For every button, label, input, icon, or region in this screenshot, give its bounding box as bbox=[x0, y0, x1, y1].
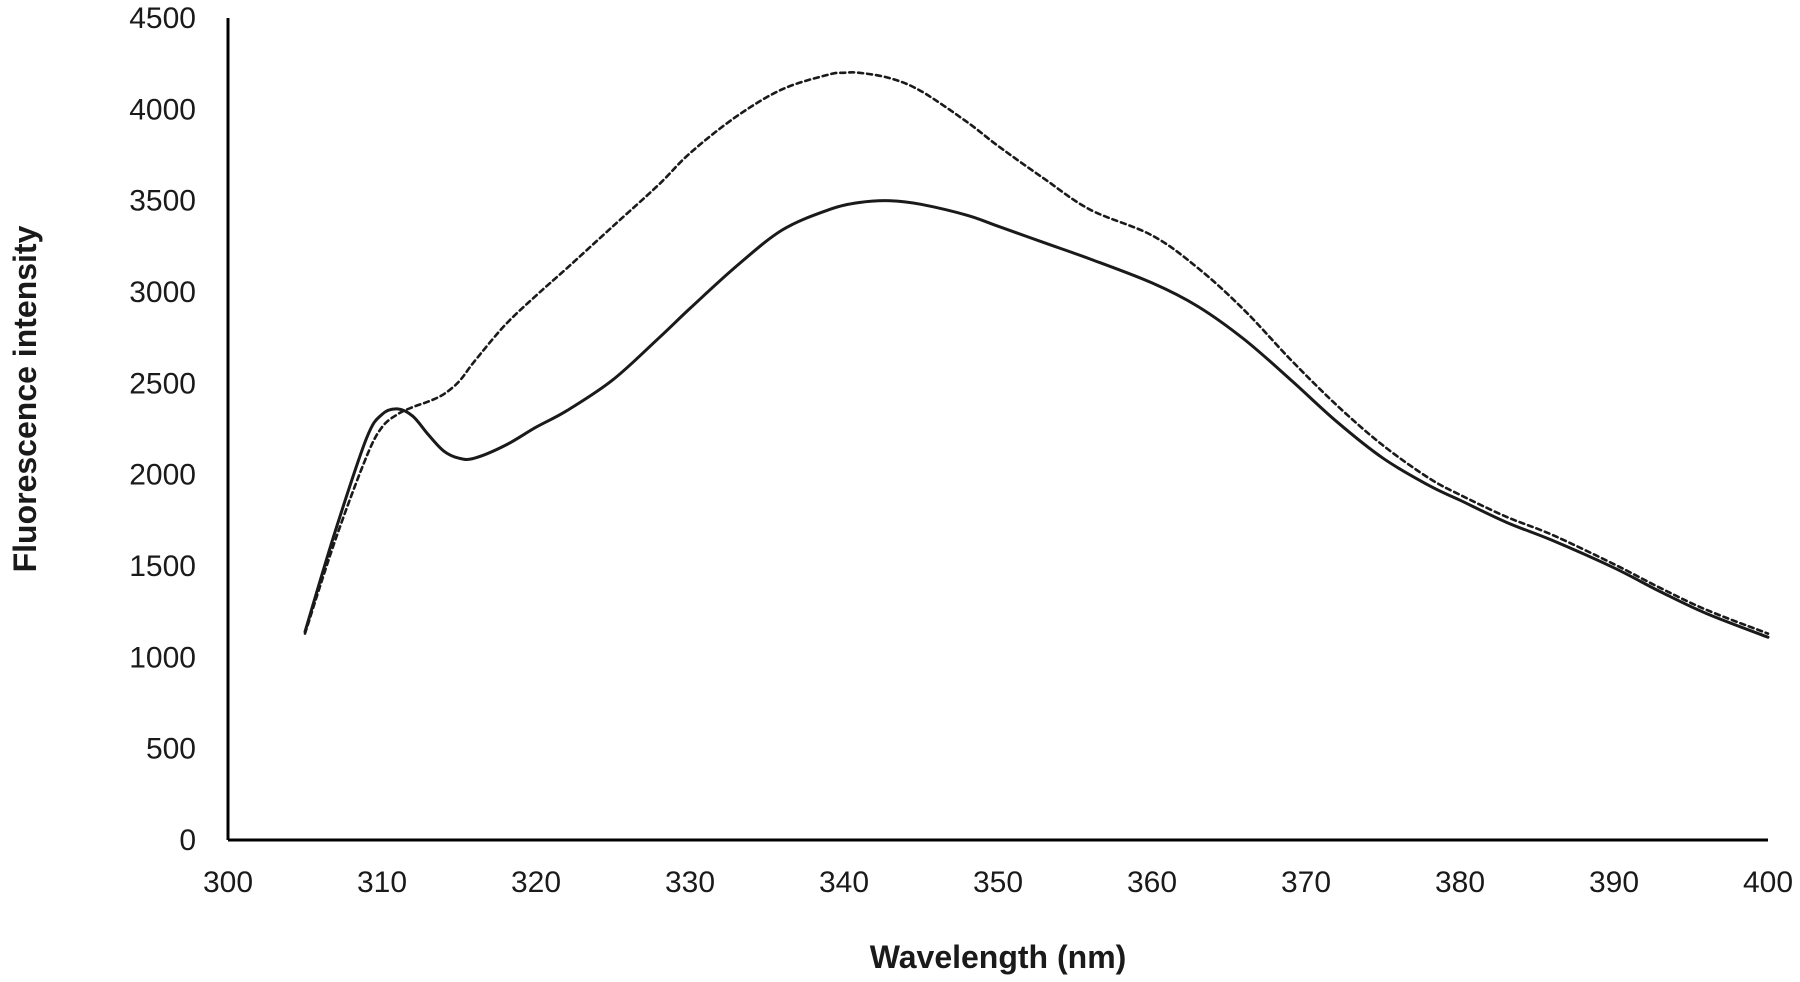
y-tick-label: 3000 bbox=[129, 276, 196, 309]
y-tick-label: 2000 bbox=[129, 459, 196, 492]
dashed-series-line bbox=[303, 71, 1770, 635]
y-axis-ticks: 0 500 1000 1500 2000 2500 3000 3500 4000 4500 bbox=[129, 2, 196, 857]
x-tick-label: 300 bbox=[203, 866, 253, 899]
y-tick-label: 2500 bbox=[129, 367, 196, 400]
y-tick-label: 3500 bbox=[129, 185, 196, 218]
x-tick-label: 380 bbox=[1435, 866, 1485, 899]
x-tick-label: 340 bbox=[819, 866, 869, 899]
x-axis-ticks: 300 310 320 330 340 350 360 370 380 390 400 bbox=[203, 866, 1793, 899]
x-tick-label: 330 bbox=[665, 866, 715, 899]
x-tick-label: 400 bbox=[1743, 866, 1793, 899]
x-tick-label: 370 bbox=[1281, 866, 1331, 899]
x-axis-title: Wavelength (nm) bbox=[870, 939, 1127, 975]
x-tick-label: 310 bbox=[357, 866, 407, 899]
y-axis-title: Fluorescence intensity bbox=[7, 225, 43, 572]
series-layer bbox=[303, 71, 1770, 639]
y-tick-label: 500 bbox=[146, 733, 196, 766]
x-tick-label: 390 bbox=[1589, 866, 1639, 899]
y-tick-label: 4500 bbox=[129, 2, 196, 35]
x-tick-label: 350 bbox=[973, 866, 1023, 899]
y-tick-label: 1500 bbox=[129, 550, 196, 583]
y-tick-label: 4000 bbox=[129, 93, 196, 126]
x-tick-label: 360 bbox=[1127, 866, 1177, 899]
solid-series-line bbox=[303, 199, 1770, 639]
x-tick-label: 320 bbox=[511, 866, 561, 899]
y-tick-label: 0 bbox=[179, 824, 196, 857]
y-tick-label: 1000 bbox=[129, 641, 196, 674]
